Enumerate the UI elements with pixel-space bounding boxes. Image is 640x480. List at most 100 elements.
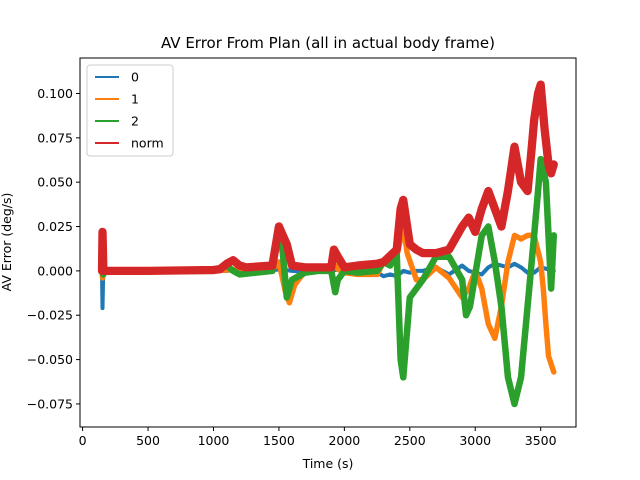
data-point-1 [507, 261, 509, 263]
data-point-norm [461, 225, 463, 228]
data-point-2 [422, 279, 424, 281]
data-point-0 [101, 307, 104, 309]
data-point-norm [212, 269, 215, 271]
data-point-2 [537, 190, 539, 192]
data-point-norm [282, 234, 284, 236]
data-point-norm [547, 163, 550, 166]
data-point-1 [494, 337, 496, 339]
data-point-2 [239, 273, 241, 276]
data-point-2 [513, 403, 516, 405]
data-point-norm [530, 149, 533, 151]
data-point-2 [465, 314, 467, 316]
data-point-2 [409, 296, 411, 299]
data-point-1 [487, 323, 489, 325]
data-point-0 [422, 270, 424, 272]
data-point-norm [245, 266, 247, 268]
data-point-2 [553, 234, 555, 236]
data-point-norm [400, 208, 402, 210]
data-point-0 [461, 264, 463, 267]
data-point-0 [291, 270, 293, 272]
plot-area [97, 80, 558, 408]
data-point-2 [545, 181, 547, 183]
data-point-1 [542, 288, 544, 290]
data-point-norm [219, 268, 221, 270]
legend-label-2: 2 [131, 114, 139, 129]
y-tick-label: −0.025 [27, 308, 73, 323]
data-point-1 [545, 323, 547, 325]
data-point-norm [487, 190, 489, 192]
data-point-norm [102, 266, 104, 268]
y-tick-label: 0.050 [37, 175, 73, 190]
data-point-1 [278, 261, 280, 263]
data-point-norm [147, 270, 149, 272]
data-point-norm [533, 119, 535, 121]
data-point-2 [533, 234, 535, 236]
data-point-2 [400, 358, 402, 361]
data-point-2 [291, 279, 293, 281]
data-point-2 [507, 376, 509, 378]
data-point-2 [389, 264, 391, 267]
data-point-norm [291, 264, 293, 267]
data-point-0 [513, 263, 516, 265]
data-point-1 [481, 288, 483, 290]
data-point-2 [494, 261, 496, 263]
y-tick-label: −0.075 [27, 396, 73, 411]
data-point-1 [435, 266, 437, 268]
x-tick-label: 0 [79, 433, 87, 448]
y-tick-label: 0.000 [37, 263, 73, 278]
data-point-norm [422, 252, 424, 254]
data-point-2 [448, 256, 450, 258]
data-point-norm [271, 264, 273, 267]
data-point-2 [526, 305, 529, 307]
data-point-norm [507, 190, 509, 192]
data-point-1 [540, 261, 542, 263]
data-point-norm [402, 199, 404, 201]
data-point-0 [402, 270, 404, 272]
data-point-norm [550, 172, 552, 174]
y-tick-label: 0.025 [37, 219, 73, 234]
data-point-1 [448, 277, 450, 279]
y-axis-label: AV Error (deg/s) [0, 193, 14, 292]
data-point-norm [481, 208, 483, 210]
x-tick-label: 2000 [328, 433, 360, 448]
data-point-0 [383, 275, 385, 277]
data-point-norm [526, 190, 529, 192]
legend-label-1: 1 [131, 92, 139, 107]
axes-frame [79, 57, 577, 428]
data-point-2 [461, 279, 463, 281]
data-point-norm [494, 208, 496, 210]
data-point-2 [469, 305, 471, 307]
data-point-norm [104, 270, 106, 272]
data-point-norm [553, 163, 555, 166]
data-point-1 [526, 234, 529, 236]
data-point-norm [500, 225, 502, 228]
data-point-2 [550, 288, 552, 290]
data-point-0 [487, 266, 489, 268]
data-point-norm [333, 249, 335, 251]
legend-label-0: 0 [131, 70, 139, 85]
data-point-2 [337, 279, 339, 281]
data-point-norm [409, 243, 411, 245]
data-point-2 [286, 296, 288, 299]
data-point-norm [330, 266, 332, 268]
data-point-2 [271, 270, 273, 272]
data-point-1 [520, 238, 522, 240]
data-point-1 [415, 279, 417, 281]
data-point-norm [543, 128, 546, 130]
data-point-2 [402, 376, 404, 378]
y-tick-label: 0.100 [37, 86, 73, 101]
data-point-norm [468, 217, 470, 219]
y-tick-label: 0.075 [37, 130, 73, 145]
data-point-1 [337, 268, 339, 270]
data-point-norm [101, 270, 103, 272]
data-point-norm [537, 92, 539, 95]
data-point-2 [282, 252, 284, 254]
data-point-1 [513, 234, 516, 236]
data-point-1 [553, 371, 555, 373]
data-point-norm [383, 261, 385, 263]
data-point-2 [500, 305, 502, 307]
data-point-2 [481, 234, 483, 236]
legend-box [86, 64, 174, 157]
x-tick-label: 1000 [198, 433, 230, 448]
